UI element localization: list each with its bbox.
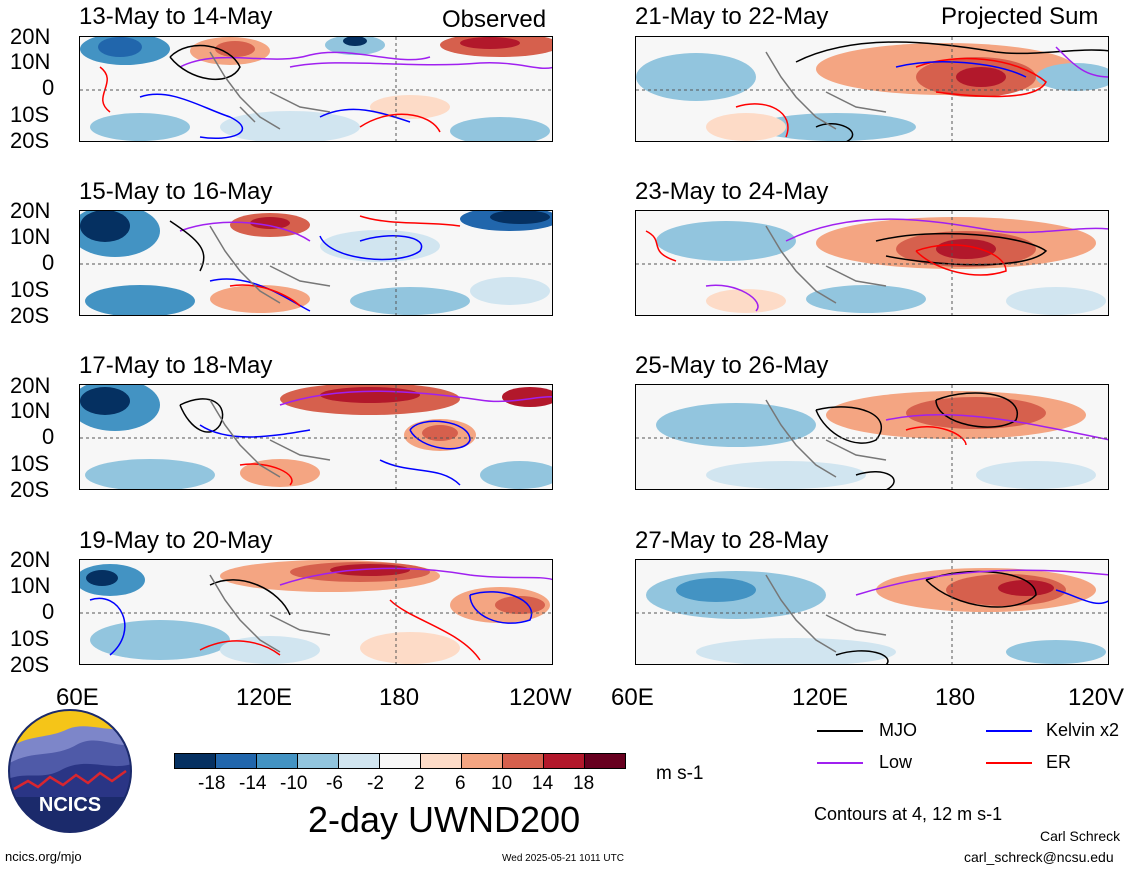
observed-label: Observed (442, 6, 547, 33)
footer-email: carl_schreck@ncsu.edu (964, 849, 1114, 865)
legend-label-mjo: MJO (879, 720, 917, 740)
colorbar-label: -18 (198, 773, 226, 794)
lat-label-20s: 20S (10, 477, 50, 502)
lat-label-10n: 10N (10, 573, 51, 598)
contours-note: Contours at 4, 12 m s-1 (814, 804, 1003, 824)
lon-label-120e-right: 120E (792, 684, 849, 711)
main-title: 2-day UWND200 (308, 799, 581, 840)
colorbar-label: 18 (573, 773, 595, 794)
colorbar-swatch (461, 753, 503, 769)
lon-label-60e-left: 60E (56, 684, 99, 711)
colorbar-swatch (338, 753, 380, 769)
footer-timestamp: Wed 2025-05-21 1011 UTC (502, 853, 624, 864)
legend-label-kelvin: Kelvin x2 (1046, 720, 1120, 740)
lon-label-180-left: 180 (379, 684, 420, 711)
map-panel-right-3 (635, 384, 1109, 490)
colorbar-label: 14 (532, 773, 554, 794)
colorbar-swatch (256, 753, 298, 769)
colorbar-label: 2 (414, 773, 425, 794)
map-panel-left-1 (79, 36, 553, 142)
lat-label-0: 0 (42, 424, 55, 449)
map-panel-right-2 (635, 210, 1109, 316)
lat-label-20s: 20S (10, 303, 50, 328)
lat-label-20n: 20N (10, 373, 51, 398)
panel-title-right-4: 27-May to 28-May (635, 527, 829, 554)
lat-label-20n: 20N (10, 198, 51, 223)
colorbar-swatch (379, 753, 421, 769)
panel-title-right-1: 21-May to 22-May (635, 3, 829, 30)
ncics-logo: NCICS (8, 709, 132, 833)
colorbar-swatch (215, 753, 257, 769)
legend-line-er (986, 762, 1032, 764)
lon-label-60e-right: 60E (611, 684, 654, 711)
colorbar-swatch (584, 753, 626, 769)
footer-author: Carl Schreck (1040, 828, 1121, 844)
lat-label-20s: 20S (10, 652, 50, 677)
projected-label: Projected Sum (941, 3, 1099, 30)
colorbar-swatch (502, 753, 544, 769)
panel-title-left-2: 15-May to 16-May (79, 178, 273, 205)
lat-label-10s: 10S (10, 277, 50, 302)
lat-label-10n: 10N (10, 224, 51, 249)
colorbar-label: -6 (326, 773, 343, 794)
legend-label-er: ER (1046, 752, 1072, 772)
lat-label-10s: 10S (10, 451, 50, 476)
panel-title-right-3: 25-May to 26-May (635, 352, 829, 379)
lat-label-10s: 10S (10, 102, 50, 127)
legend-label-low: Low (879, 752, 913, 772)
lat-label-0: 0 (42, 250, 55, 275)
panel-title-left-4: 19-May to 20-May (79, 527, 273, 554)
colorbar-swatch (420, 753, 462, 769)
lat-label-10n: 10N (10, 398, 51, 423)
panel-title-left-1: 13-May to 14-May (79, 3, 273, 30)
legend-line-low (817, 762, 863, 764)
lon-label-120e-left: 120E (236, 684, 293, 711)
logo-text: NCICS (39, 794, 101, 816)
map-panel-right-4 (635, 559, 1109, 665)
colorbar-label: 10 (491, 773, 513, 794)
panel-title-left-3: 17-May to 18-May (79, 352, 273, 379)
lat-label-20s: 20S (10, 128, 50, 153)
colorbar-label: -14 (239, 773, 267, 794)
legend-line-kelvin (986, 730, 1032, 732)
panel-title-right-2: 23-May to 24-May (635, 178, 829, 205)
legend-line-mjo (817, 730, 863, 732)
colorbar-label: -10 (280, 773, 308, 794)
lat-label-0: 0 (42, 599, 55, 624)
lat-label-20n: 20N (10, 24, 51, 49)
map-panel-left-4 (79, 559, 553, 665)
lon-label-120w-left: 120W (509, 684, 572, 711)
lat-label-10s: 10S (10, 626, 50, 651)
lon-label-180-right: 180 (935, 684, 976, 711)
footer-url: ncics.org/mjo (5, 849, 82, 864)
map-panel-right-1 (635, 36, 1109, 142)
lon-label-120w-right: 120V (1068, 686, 1125, 710)
colorbar-swatch (174, 753, 216, 769)
colorbar-label: 6 (455, 773, 466, 794)
colorbar-label: -2 (367, 773, 384, 794)
colorbar-unit: m s-1 (656, 763, 704, 784)
lat-label-0: 0 (42, 75, 55, 100)
colorbar-swatch (297, 753, 339, 769)
map-panel-left-2 (79, 210, 553, 316)
map-panel-left-3 (79, 384, 553, 490)
lat-label-20n: 20N (10, 547, 51, 572)
lat-label-10n: 10N (10, 49, 51, 74)
colorbar-swatch (543, 753, 585, 769)
